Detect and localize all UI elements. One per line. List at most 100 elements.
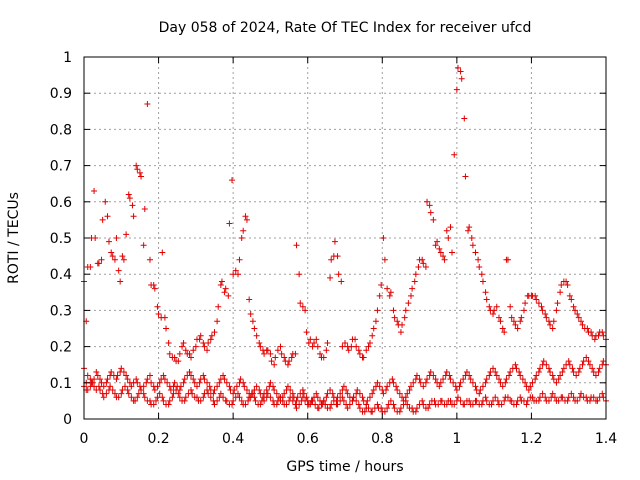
data-point [161,314,168,321]
data-point [148,379,155,386]
data-point [226,383,233,390]
data-point [507,368,514,375]
data-point [565,358,572,365]
data-point [245,397,252,404]
data-point [389,376,396,383]
data-point [436,245,443,252]
data-point [554,300,561,307]
data-point [114,372,121,379]
data-point [249,318,256,325]
data-point [138,173,145,180]
data-point [342,339,348,346]
data-point [313,390,320,397]
data-point [365,405,372,412]
data-point [570,368,577,375]
data-point [380,235,387,241]
data-point [331,238,338,245]
data-point [463,368,470,375]
data-point [356,350,363,357]
data-point [468,235,475,241]
data-point [391,405,398,412]
data-point [478,401,485,408]
data-point [360,354,367,361]
data-point [559,394,566,401]
data-point [476,390,483,397]
y-tick-label: 0.4 [50,267,72,283]
data-point [211,401,218,408]
data-point [208,332,215,339]
data-point [599,329,606,336]
data-point [411,278,418,285]
data-point [330,397,337,404]
data-point [104,376,111,383]
x-tick-labels: 0 0.2 0.4 0.6 0.8 1 1.2 1.4 [80,431,618,447]
data-point [232,267,239,274]
data-point [320,354,327,361]
data-point [407,292,414,299]
data-point [322,401,329,408]
data-point [384,383,391,390]
data-point [501,397,508,404]
data-point [261,397,268,404]
data-point [381,408,388,415]
data-point [499,383,506,390]
data-point [540,358,547,365]
data-point [575,314,582,321]
data-point [513,401,520,408]
data-point [108,249,115,256]
data-point [409,285,416,292]
data-point [590,394,597,401]
data-point [366,339,373,346]
data-point [176,394,183,401]
data-point [243,216,250,223]
data-point [311,339,318,346]
data-point [196,336,203,343]
data-point [270,383,277,390]
data-point [99,216,106,223]
data-point [440,376,447,383]
data-point [427,368,434,375]
data-point [109,253,116,260]
data-point [211,387,218,394]
data-point [241,383,248,390]
data-point [578,390,585,397]
data-point [420,401,427,408]
y-tick-label: 0.8 [50,122,72,138]
data-point [305,339,312,346]
data-point [559,368,566,375]
data-point [586,397,593,404]
data-point [584,325,591,332]
data-point [386,292,393,299]
data-point [104,213,111,220]
data-point [356,390,363,397]
data-point [192,343,199,350]
data-point [146,397,153,404]
data-point [435,401,442,408]
data-point [118,390,125,397]
data-point [579,361,586,368]
data-point [150,282,157,289]
data-point [253,383,260,390]
data-point [125,390,132,397]
data-point [111,256,118,263]
data-point [443,368,450,375]
data-point [476,263,483,270]
data-point [91,376,98,383]
data-point [264,390,271,397]
data-point [412,408,419,415]
data-point [458,75,465,82]
data-point [401,314,408,321]
data-point [201,376,208,383]
data-point [257,343,264,350]
data-point [454,394,461,401]
data-point [181,376,188,383]
data-point [378,405,385,412]
data-point [190,347,197,354]
data-point [119,253,126,260]
data-point [302,397,309,404]
data-point [166,397,173,404]
data-point [215,303,222,310]
data-point [483,397,490,404]
data-point [547,321,554,328]
data-point [477,387,484,394]
